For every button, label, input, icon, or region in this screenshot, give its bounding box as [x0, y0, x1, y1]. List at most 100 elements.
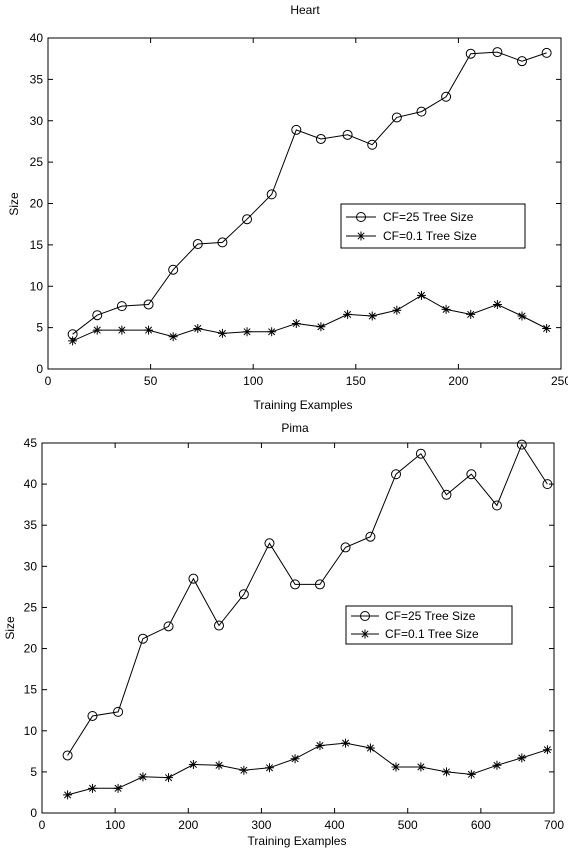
y-axis: 0 5 10 15 20 25 30 35 40	[30, 31, 561, 376]
data-point	[214, 620, 225, 631]
data-point	[290, 754, 300, 764]
legend-label: CF=25 Tree Size	[385, 609, 476, 623]
data-point	[492, 47, 503, 58]
data-point	[541, 47, 552, 58]
x-tick-label: 600	[471, 818, 491, 832]
y-tick-label: 35	[24, 518, 38, 532]
data-point	[188, 573, 199, 584]
y-tick-label: 15	[30, 238, 44, 252]
data-point	[62, 750, 73, 761]
data-point	[266, 189, 277, 200]
x-tick-label: 100	[105, 818, 125, 832]
y-tick-label: 10	[30, 279, 44, 293]
plot-frame	[41, 442, 555, 814]
series-line	[72, 294, 547, 342]
x-tick-label: 400	[325, 818, 345, 832]
y-tick-label: 5	[30, 765, 37, 779]
data-point	[239, 765, 249, 775]
data-point	[441, 304, 451, 314]
data-point	[267, 327, 277, 337]
data-point	[391, 112, 402, 123]
data-point	[144, 325, 154, 335]
y-tick-label: 35	[30, 72, 44, 86]
legend-marker-circle	[360, 611, 370, 621]
x-axis-label: Training Examples	[248, 834, 347, 848]
x-tick-label: 200	[178, 818, 198, 832]
data-point	[517, 56, 528, 67]
y-tick-label: 25	[30, 155, 44, 169]
series-line	[67, 443, 548, 756]
data-point	[416, 762, 426, 772]
data-point	[441, 767, 451, 777]
data-point	[137, 633, 148, 644]
x-tick-label: 300	[251, 818, 271, 832]
series-line	[67, 742, 548, 796]
y-tick-label: 25	[24, 600, 38, 614]
y-tick-label: 0	[30, 806, 37, 820]
y-tick-label: 45	[24, 436, 38, 450]
data-point	[314, 579, 325, 590]
x-axis: 0 100 200 300 400 500 600 700	[39, 443, 564, 832]
data-point	[143, 299, 154, 310]
x-tick-label: 200	[448, 374, 468, 388]
chart-title: Heart	[290, 3, 320, 17]
data-point	[214, 760, 224, 770]
data-point	[63, 790, 73, 800]
data-point	[516, 439, 527, 450]
y-tick-label: 20	[24, 642, 38, 656]
data-point	[217, 237, 228, 248]
data-point	[138, 772, 148, 782]
data-point	[264, 538, 275, 549]
data-point	[517, 311, 527, 321]
data-point	[117, 325, 127, 335]
y-tick-label: 30	[24, 559, 38, 573]
data-point	[291, 318, 301, 328]
x-tick-label: 700	[544, 818, 564, 832]
data-point	[290, 579, 301, 590]
data-point	[217, 328, 227, 338]
y-tick-label: 0	[36, 362, 43, 376]
data-point	[367, 311, 377, 321]
data-point	[465, 48, 476, 59]
data-point	[491, 500, 502, 511]
data-point	[92, 310, 103, 321]
legend-marker-star	[356, 231, 366, 241]
data-point	[391, 469, 402, 480]
data-point	[343, 309, 353, 319]
data-point	[517, 753, 527, 763]
legend-label: CF=0.1 Tree Size	[385, 627, 479, 641]
y-tick-label: 40	[24, 477, 38, 491]
legend-label: CF=0.1 Tree Size	[383, 229, 477, 243]
series-line	[72, 51, 547, 335]
data-point	[492, 760, 502, 770]
x-tick-label: 50	[144, 374, 158, 388]
legend-marker-star	[360, 629, 370, 639]
data-point	[68, 336, 78, 346]
data-point	[542, 479, 553, 490]
x-tick-label: 100	[243, 374, 263, 388]
data-point	[242, 327, 252, 337]
y-axis: 0 5 10 15 20 25 30 35 40 45	[24, 436, 554, 820]
y-tick-label: 20	[30, 197, 44, 211]
data-point	[116, 301, 127, 312]
data-point	[164, 773, 174, 783]
y-tick-label: 40	[30, 31, 44, 45]
data-point	[466, 469, 477, 480]
legend-label: CF=25 Tree Size	[383, 210, 474, 224]
data-point	[316, 322, 326, 332]
data-point	[416, 290, 426, 300]
data-point	[466, 769, 476, 779]
data-point	[441, 91, 452, 102]
data-point	[441, 489, 452, 500]
data-point	[113, 783, 123, 793]
data-point	[315, 741, 325, 751]
x-tick-label: 0	[45, 374, 52, 388]
data-point	[163, 621, 174, 632]
y-tick-label: 30	[30, 114, 44, 128]
data-point	[340, 542, 351, 553]
x-axis: 0 50 100 150 200 250	[45, 38, 568, 388]
series-group	[67, 47, 552, 346]
data-point	[542, 323, 552, 333]
data-point	[87, 710, 98, 721]
